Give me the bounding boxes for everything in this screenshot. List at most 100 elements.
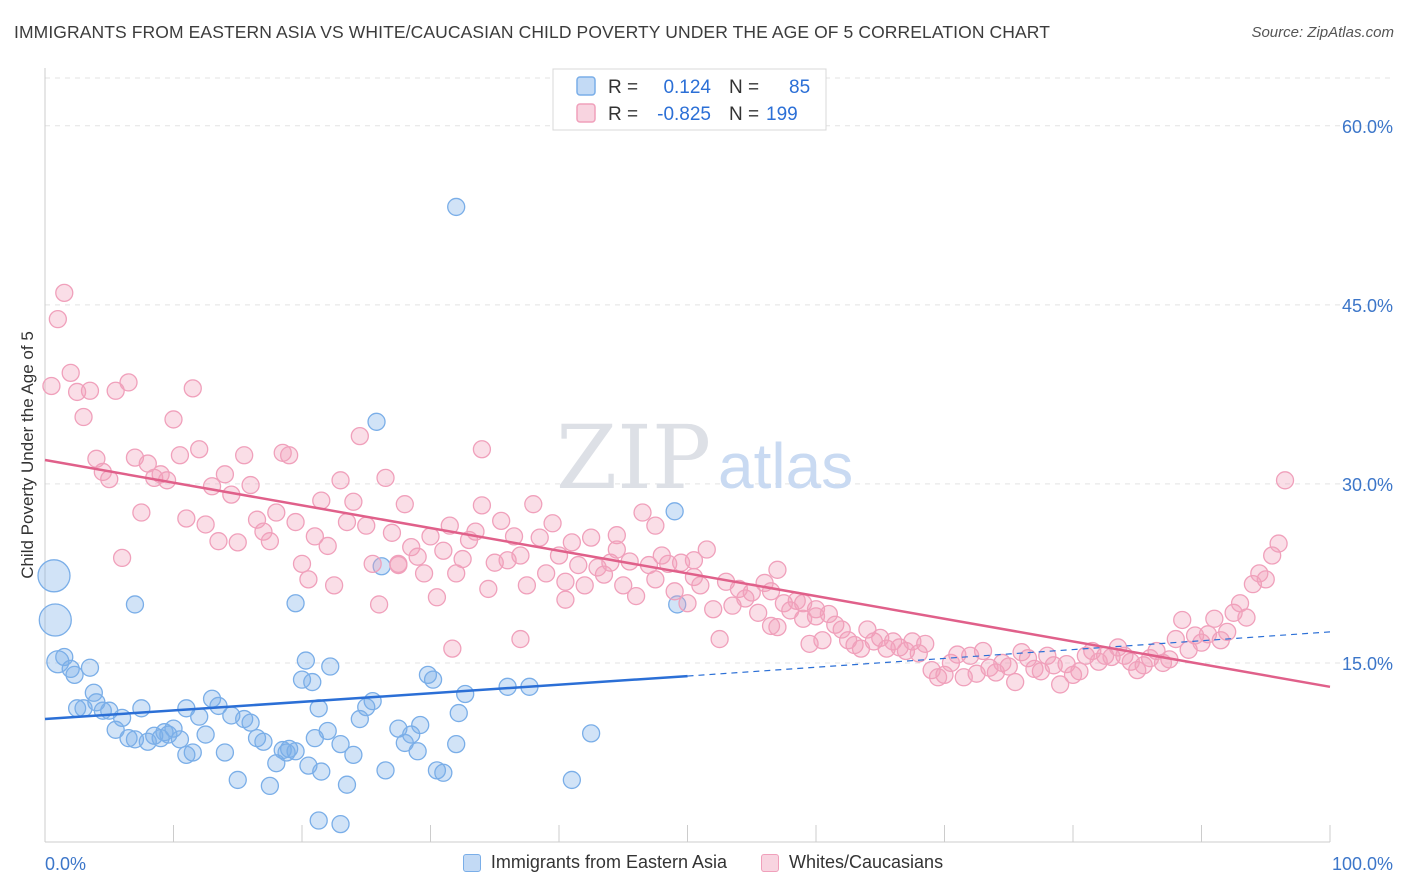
whites-point: [55, 283, 74, 303]
x-tick-label-max: 100.0%: [1332, 854, 1393, 874]
eastern-asia-point: [331, 814, 350, 834]
whites-point: [1006, 672, 1025, 692]
eastern-asia-point: [318, 721, 337, 741]
whites-point: [794, 594, 813, 613]
legend-item-eastern-asia: Immigrants from Eastern Asia: [462, 852, 727, 873]
whites-point: [414, 564, 434, 583]
whites-point: [749, 603, 768, 622]
whites-point: [318, 536, 337, 556]
whites-point: [614, 576, 633, 595]
whites-point: [369, 595, 389, 614]
eastern-asia-point: [312, 762, 331, 781]
whites-point: [1218, 622, 1237, 642]
whites-point: [1051, 675, 1070, 694]
whites-point: [209, 532, 228, 551]
eastern-asia-point: [376, 761, 395, 780]
whites-point: [421, 527, 440, 546]
y-tick-labels: 15.0% 30.0% 45.0% 60.0%: [1342, 117, 1393, 674]
eastern-asia-point: [119, 728, 138, 748]
y-tick-label: 45.0%: [1342, 296, 1393, 316]
whites-point: [42, 376, 61, 396]
legend-swatch-eastern-asia: [462, 853, 481, 872]
whites-point: [177, 509, 196, 528]
whites-point: [228, 533, 247, 552]
stats-r-label-pink: R =: [608, 104, 638, 125]
whites-point: [768, 560, 787, 579]
whites-point: [1269, 534, 1288, 553]
whites-trend-line: [44, 458, 1331, 689]
whites-point: [761, 616, 781, 636]
whites-point: [1173, 610, 1192, 630]
eastern-asia-point: [132, 699, 151, 718]
whites-point: [196, 515, 215, 534]
whites-point: [279, 446, 299, 465]
eastern-asia-trend-line: [44, 674, 688, 721]
whites-point: [543, 514, 562, 533]
eastern-asia-point: [562, 770, 581, 790]
whites-point: [832, 620, 851, 639]
whites-point: [292, 554, 312, 574]
whites-point: [376, 468, 395, 488]
eastern-asia-point: [112, 708, 132, 727]
whites-point: [241, 475, 260, 495]
whites-point: [267, 503, 286, 522]
whites-point: [395, 495, 414, 514]
whites-point: [697, 540, 716, 559]
eastern-asia-point: [434, 763, 453, 782]
whites-point: [61, 363, 80, 383]
whites-point: [119, 373, 138, 392]
whites-point: [704, 600, 723, 619]
eastern-asia-point: [456, 684, 475, 704]
whites-point: [286, 512, 305, 532]
eastern-asia-point: [423, 670, 443, 689]
eastern-asia-point: [37, 559, 71, 593]
eastern-asia-point: [196, 725, 215, 744]
whites-point: [768, 617, 787, 637]
eastern-asia-point: [38, 603, 72, 637]
eastern-asia-point: [260, 776, 280, 796]
whites-point: [1134, 656, 1153, 675]
whites-point: [581, 528, 601, 547]
x-tick-labels: 0.0% 100.0%: [45, 854, 1393, 874]
whites-point: [626, 586, 646, 606]
watermark-atlas: atlas: [718, 430, 853, 502]
whites-point: [427, 588, 447, 607]
stats-n-label-blue: N =: [729, 77, 759, 98]
watermark-zip: ZIP: [556, 406, 711, 509]
whites-point: [402, 537, 421, 557]
watermark: ZIP atlas: [556, 406, 853, 509]
eastern-asia-point: [296, 651, 316, 670]
eastern-asia-point: [367, 412, 386, 431]
y-tick-label: 60.0%: [1342, 117, 1393, 137]
whites-point: [916, 634, 935, 653]
eastern-asia-point: [309, 811, 328, 830]
whites-point: [254, 522, 273, 541]
whites-point: [517, 576, 537, 595]
whites-point: [511, 546, 530, 565]
whites-point: [691, 576, 710, 595]
whites-point: [170, 446, 190, 465]
eastern-asia-point: [337, 775, 357, 794]
trend-lines: [44, 458, 1331, 721]
whites-point: [761, 582, 781, 601]
whites-point: [190, 440, 209, 459]
whites-point: [434, 541, 453, 560]
y-tick-label: 15.0%: [1342, 654, 1393, 674]
eastern-asia-point: [254, 732, 273, 751]
whites-point: [909, 644, 928, 663]
whites-point: [324, 576, 344, 595]
whites-point: [633, 503, 652, 522]
eastern-asia-point: [449, 703, 468, 723]
eastern-asia-point: [164, 719, 183, 738]
whites-point: [80, 381, 100, 400]
whites-point: [665, 582, 684, 601]
eastern-asia-point: [241, 713, 260, 732]
whites-point: [357, 516, 376, 535]
whites-point: [556, 572, 575, 591]
whites-point: [562, 533, 581, 552]
whites-point: [492, 511, 511, 531]
series-legend: Immigrants from Eastern Asia Whites/Cauc…: [0, 852, 1406, 873]
whites-point: [472, 496, 492, 515]
whites-point: [569, 555, 588, 575]
